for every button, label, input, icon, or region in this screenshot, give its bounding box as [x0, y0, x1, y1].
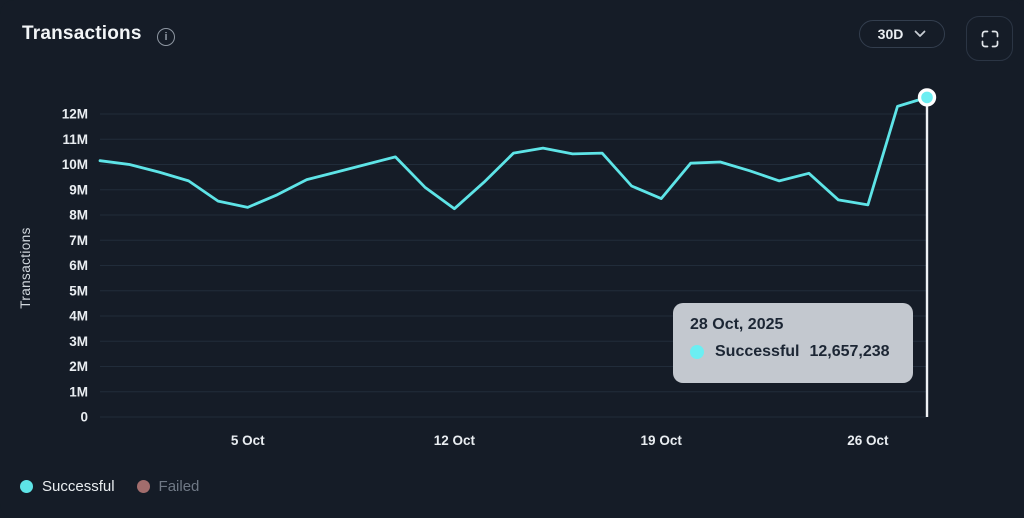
x-tick-label: 26 Oct	[847, 433, 889, 448]
successful-series-dot	[20, 480, 33, 493]
x-tick-label: 12 Oct	[434, 433, 476, 448]
chart-legend: Successful Failed	[20, 478, 199, 495]
fullscreen-icon	[981, 30, 998, 47]
x-tick-label: 5 Oct	[231, 433, 265, 448]
legend-item-successful[interactable]: Successful	[20, 478, 115, 495]
x-tick-label: 19 Oct	[641, 433, 683, 448]
time-range-dropdown[interactable]: 30D	[859, 20, 945, 48]
y-tick-label: 9M	[69, 182, 88, 197]
tooltip-series-label: Successful	[715, 343, 800, 360]
legend-item-failed[interactable]: Failed	[136, 478, 200, 495]
y-tick-label: 6M	[69, 258, 88, 273]
y-tick-label: 1M	[69, 384, 88, 399]
tooltip-date: 28 Oct, 2025	[690, 316, 784, 333]
y-axis-title: Transactions	[18, 227, 33, 309]
y-tick-label: 7M	[69, 233, 88, 248]
y-tick-label: 11M	[62, 132, 88, 147]
highlight-point	[917, 88, 937, 107]
y-tick-label: 4M	[69, 309, 88, 324]
tooltip-series-dot	[690, 345, 704, 359]
y-tick-label: 2M	[69, 359, 88, 374]
y-tick-label: 8M	[69, 208, 88, 223]
chevron-down-icon	[914, 30, 926, 37]
y-tick-label: 3M	[69, 334, 88, 349]
failed-series-dot	[136, 480, 150, 493]
y-tick-label: 5M	[69, 283, 88, 298]
legend-label-failed: Failed	[158, 478, 200, 495]
y-tick-label: 0	[80, 410, 88, 425]
y-tick-label: 12M	[62, 107, 88, 122]
legend-label-successful: Successful	[42, 478, 115, 495]
info-icon[interactable]: i	[157, 28, 175, 46]
time-range-value: 30D	[877, 26, 904, 42]
fullscreen-button[interactable]	[966, 16, 1013, 61]
tooltip-value: 12,657,238	[809, 343, 890, 360]
series-line-successful	[98, 96, 929, 211]
chart-tooltip: 28 Oct, 2025 Successful 12,657,238	[673, 303, 913, 383]
y-tick-label: 10M	[62, 157, 88, 172]
page-title: Transactions	[22, 23, 142, 44]
